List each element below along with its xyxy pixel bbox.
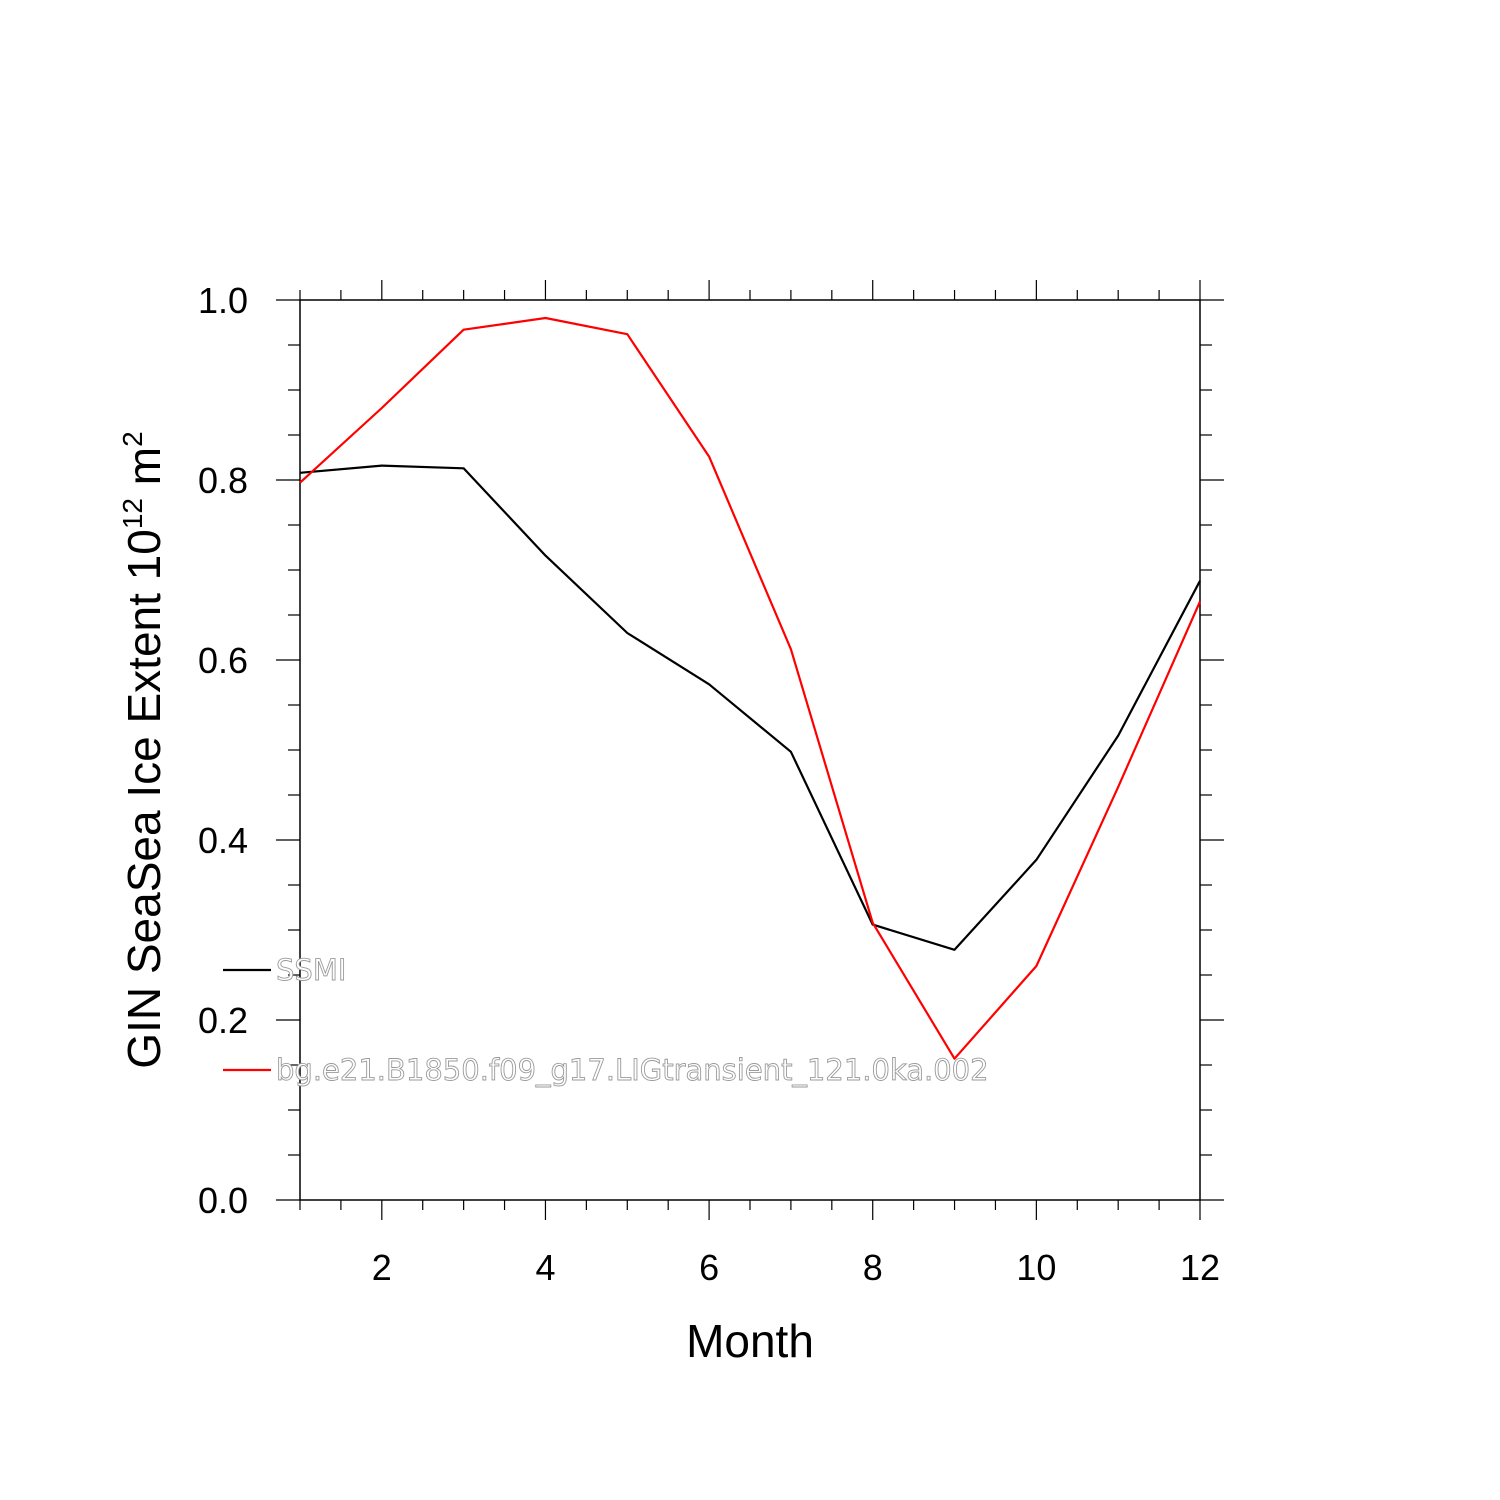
y-tick-label: 0.0 (198, 1180, 248, 1221)
series-lines (299, 316, 1202, 1060)
y-axis-title: GIN SeaSea Ice Extent 1012 m2 (117, 431, 170, 1068)
axis-tick-labels: 2 4 6 8 10 12 0.0 0.2 0.4 0.6 0.8 1.0 (198, 280, 1220, 1288)
legend-label-1: SSMI (276, 953, 346, 987)
y-tick-label: 0.2 (198, 1000, 248, 1041)
x-axis-title: Month (686, 1315, 814, 1367)
x-tick-label: 10 (1016, 1247, 1056, 1288)
x-tick-label: 6 (699, 1247, 719, 1288)
y-axis-title-exponent: 12 (117, 498, 148, 529)
y-axis-title-main: GIN SeaSea Ice Extent 10 (118, 529, 170, 1069)
x-tick-label: 12 (1180, 1247, 1220, 1288)
y-tick-label: 0.6 (198, 640, 248, 681)
legend: SSMI bg.e21.B1850.f09_g17.LIGtransient_12… (223, 953, 989, 1087)
y-axis-title-unit: m (118, 447, 170, 498)
x-tick-label: 4 (535, 1247, 555, 1288)
series-line-1 (299, 464, 1201, 951)
legend-label-2: bg.e21.B1850.f09_g17.LIGtransient_121.0k… (276, 1053, 989, 1087)
y-tick-label: 0.4 (198, 820, 248, 861)
axis-ticks (276, 280, 1224, 1220)
y-tick-label: 1.0 (198, 280, 248, 321)
x-tick-label: 8 (863, 1247, 883, 1288)
y-axis-title-unit-exponent: 2 (117, 431, 148, 447)
x-tick-label: 2 (372, 1247, 392, 1288)
y-tick-label: 0.8 (198, 460, 248, 501)
series-line-2 (299, 316, 1202, 1060)
